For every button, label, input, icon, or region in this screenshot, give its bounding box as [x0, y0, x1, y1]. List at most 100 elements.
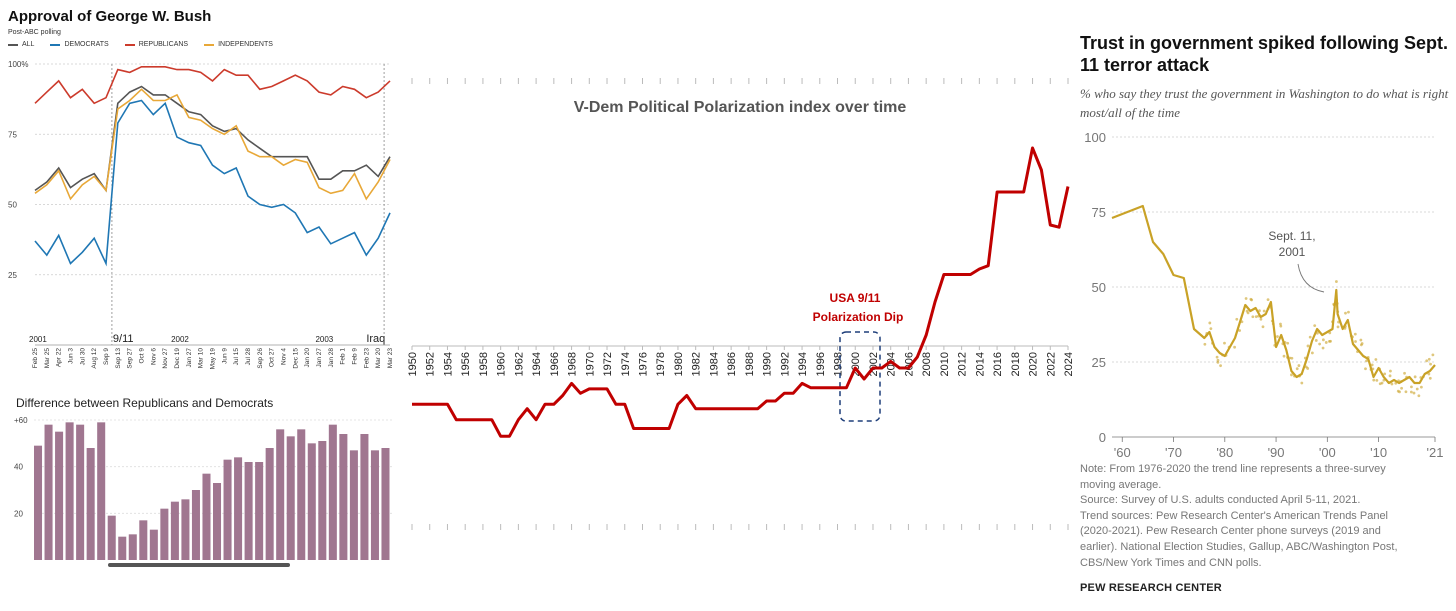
x-tick-label: 1962	[513, 352, 525, 376]
x-tick-label: 1968	[567, 352, 579, 376]
x-tick-label: 1988	[744, 352, 756, 376]
bar	[181, 499, 190, 560]
x-tick-label: Nov 4	[281, 348, 288, 365]
survey-point	[1375, 379, 1379, 382]
legend-item-all: ALL	[8, 41, 34, 48]
survey-point	[1314, 339, 1318, 342]
x-tick-label: 2016	[992, 352, 1004, 376]
survey-point	[1282, 354, 1286, 358]
x-tick-label: '60	[1114, 445, 1131, 460]
survey-point	[1378, 382, 1382, 386]
survey-point	[1216, 358, 1220, 362]
survey-point	[1295, 367, 1299, 371]
x-tick-label: 1994	[797, 352, 809, 376]
survey-point	[1279, 324, 1283, 328]
axis-period-label: 2002	[171, 335, 189, 344]
bar	[276, 429, 285, 560]
x-tick-label: 1984	[708, 352, 720, 376]
bar	[160, 508, 169, 560]
x-tick-label: Dec 15	[292, 348, 299, 369]
pew-chart-panel: Trust in government spiked following Sep…	[1080, 0, 1456, 611]
y-tick-label: +60	[14, 416, 28, 425]
survey-point	[1336, 325, 1340, 329]
survey-point	[1413, 375, 1417, 379]
y-tick-label: 25	[8, 271, 17, 280]
survey-point	[1428, 376, 1432, 380]
x-tick-label: Sep 27	[127, 348, 134, 369]
x-tick-label: '00	[1319, 445, 1336, 460]
survey-point	[1297, 364, 1301, 367]
survey-point	[1370, 363, 1374, 367]
approval-chart-panel: Approval of George W. Bush Post-ABC poll…	[0, 0, 400, 384]
x-tick-label: Mar 25	[44, 348, 51, 369]
bar	[86, 448, 95, 560]
x-tick-label: '70	[1165, 445, 1182, 460]
bar	[297, 429, 306, 560]
pew-note-line: Note: From 1976-2020 the trend line repr…	[1080, 463, 1386, 475]
pew-subtitle: % who say they trust the government in W…	[1080, 86, 1449, 120]
x-tick-label: 1990	[762, 352, 774, 376]
y-tick-label: 50	[1092, 280, 1106, 295]
x-tick-label: Dec 19	[174, 348, 181, 369]
bar	[213, 483, 222, 560]
survey-point	[1279, 322, 1282, 326]
difference-chart-panel: Difference between Republicans and Democ…	[0, 388, 400, 611]
bar	[307, 443, 316, 560]
survey-point	[1359, 343, 1363, 347]
survey-point	[1335, 280, 1338, 283]
x-tick-label: 2018	[1010, 352, 1022, 376]
annotation-line-1: USA 9/11	[830, 291, 881, 305]
survey-point	[1353, 332, 1357, 336]
bar	[370, 450, 379, 560]
survey-point	[1276, 335, 1279, 338]
survey-point	[1251, 315, 1255, 319]
x-tick-label: 1954	[442, 352, 454, 376]
legend-item-democrats: DEMOCRATS	[50, 41, 109, 48]
survey-point	[1254, 315, 1258, 319]
pew-note-line: Source: Survey of U.S. adults conducted …	[1080, 494, 1361, 507]
bar	[328, 424, 337, 560]
approval-title: Approval of George W. Bush	[8, 8, 212, 25]
survey-point	[1286, 341, 1290, 345]
series-line-democrats	[34, 99, 391, 267]
x-tick-label: Jun 9	[221, 348, 228, 364]
bar	[118, 536, 127, 560]
x-tick-label: 1992	[779, 352, 791, 376]
survey-point	[1364, 367, 1367, 371]
survey-point	[1259, 317, 1263, 321]
bar	[265, 448, 274, 560]
survey-point	[1324, 341, 1328, 344]
bar	[360, 434, 369, 560]
x-tick-label: Mar 20	[375, 348, 382, 369]
x-tick-label: Sep 9	[103, 348, 110, 365]
bar	[286, 436, 295, 560]
bar	[349, 450, 358, 560]
legend-item-republicans: REPUBLICANS	[124, 41, 188, 48]
x-tick-label: 2006	[903, 352, 915, 376]
pew-source-brand: PEW RESEARCH CENTER	[1080, 582, 1222, 594]
survey-point	[1417, 394, 1421, 398]
survey-point	[1310, 351, 1314, 355]
x-tick-label: Jul 28	[245, 348, 252, 366]
x-tick-label: '80	[1216, 445, 1233, 460]
survey-point	[1208, 321, 1212, 325]
survey-point	[1262, 309, 1266, 313]
bar	[170, 501, 179, 560]
survey-point	[1215, 355, 1219, 359]
pew-note-line: moving average.	[1080, 478, 1162, 491]
x-tick-label: 1998	[833, 352, 845, 376]
x-tick-label: 1960	[496, 352, 508, 376]
dip-highlight-box	[839, 331, 881, 422]
survey-point	[1318, 342, 1322, 346]
bar	[191, 490, 200, 560]
survey-point	[1216, 360, 1220, 364]
survey-point	[1344, 311, 1347, 315]
x-tick-label: '21	[1427, 445, 1444, 460]
survey-point	[1404, 390, 1408, 394]
survey-point	[1359, 338, 1363, 342]
bar	[244, 462, 253, 560]
y-tick-label: 25	[1092, 355, 1106, 370]
survey-point	[1300, 381, 1304, 385]
survey-point	[1374, 358, 1378, 361]
survey-point	[1306, 367, 1310, 370]
